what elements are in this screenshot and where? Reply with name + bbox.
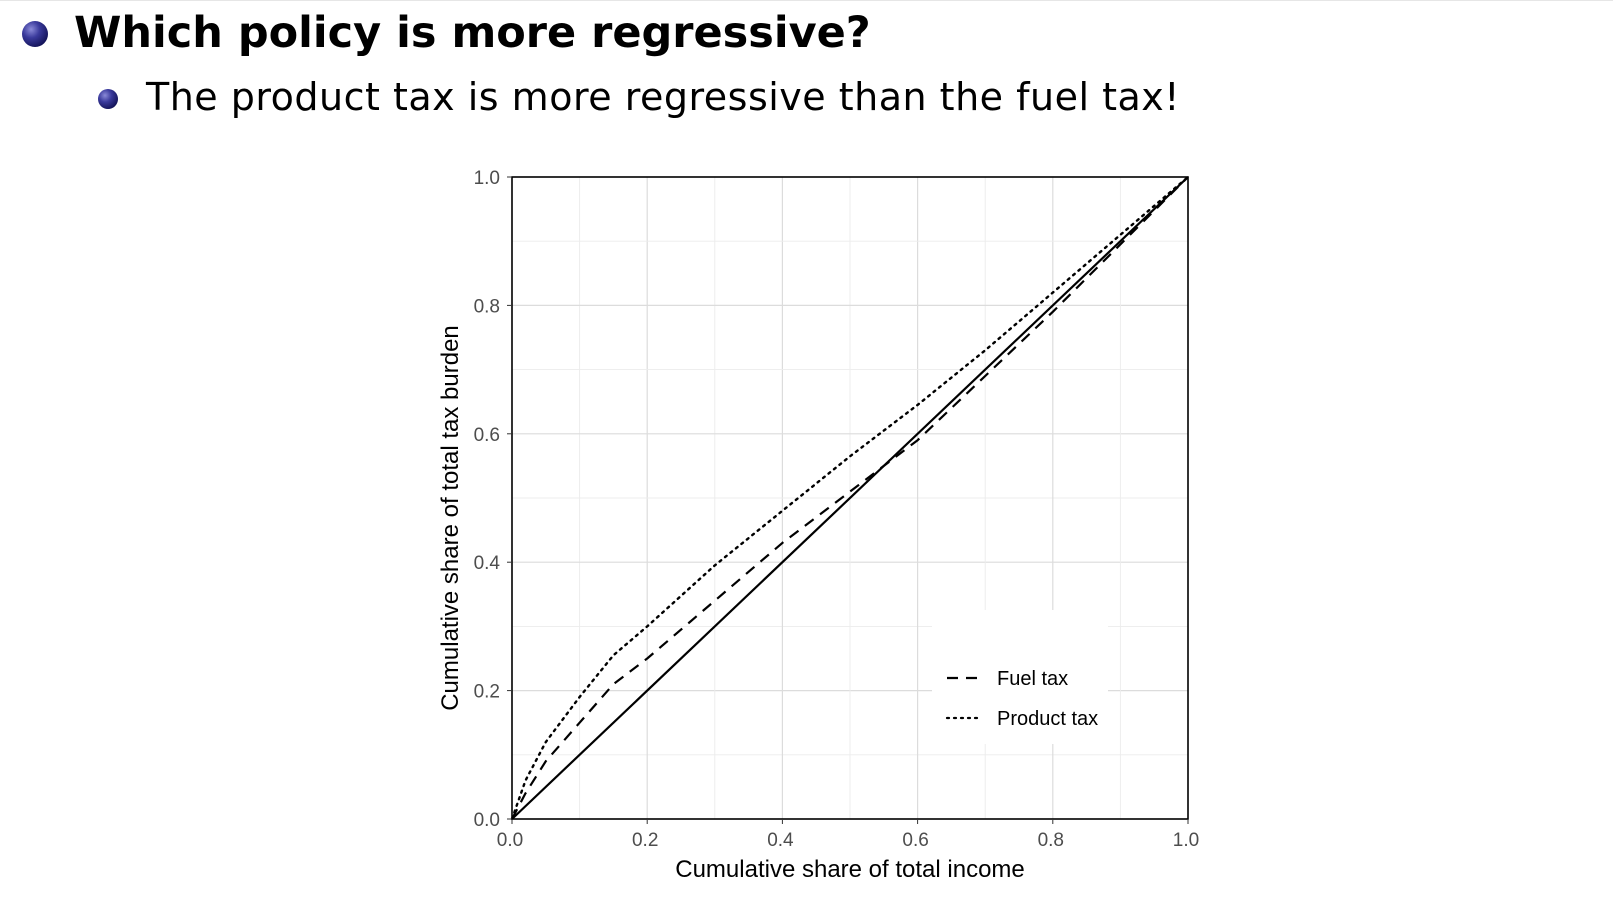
y-axis-label: Cumulative share of total tax burden (437, 325, 464, 711)
x-tick-label: 0.2 (632, 830, 658, 851)
y-tick-label: 0.0 (474, 810, 500, 831)
plot-frame (511, 176, 1189, 820)
slide-heading: Which policy is more regressive? (74, 8, 871, 58)
sub-bullet-icon (98, 89, 118, 109)
legend-label: Fuel tax (997, 668, 1068, 690)
x-tick-label: 1.0 (1173, 830, 1199, 851)
y-tick-label: 1.0 (474, 168, 500, 189)
top-rule (0, 0, 1613, 1)
product-tax-line (510, 175, 1190, 821)
x-tick-label: 0.4 (767, 830, 794, 851)
bullet-icon (22, 21, 48, 47)
y-tick-label: 0.8 (474, 296, 500, 317)
y-tick-label: 0.6 (474, 425, 500, 446)
slide-subpoint: The product tax is more regressive than … (146, 75, 1181, 119)
y-tick-label: 0.2 (474, 682, 500, 703)
equality-line (511, 176, 1189, 820)
x-axis-label: Cumulative share of total income (675, 856, 1025, 883)
y-tick-label: 0.4 (474, 553, 501, 574)
fuel-tax-line (511, 176, 1189, 820)
x-tick-label: 0.8 (1038, 830, 1064, 851)
legend-label: Product tax (997, 708, 1098, 730)
x-tick-label: 0.6 (902, 830, 928, 851)
x-tick-label: 0.0 (497, 830, 523, 851)
legend-box (932, 610, 1108, 744)
